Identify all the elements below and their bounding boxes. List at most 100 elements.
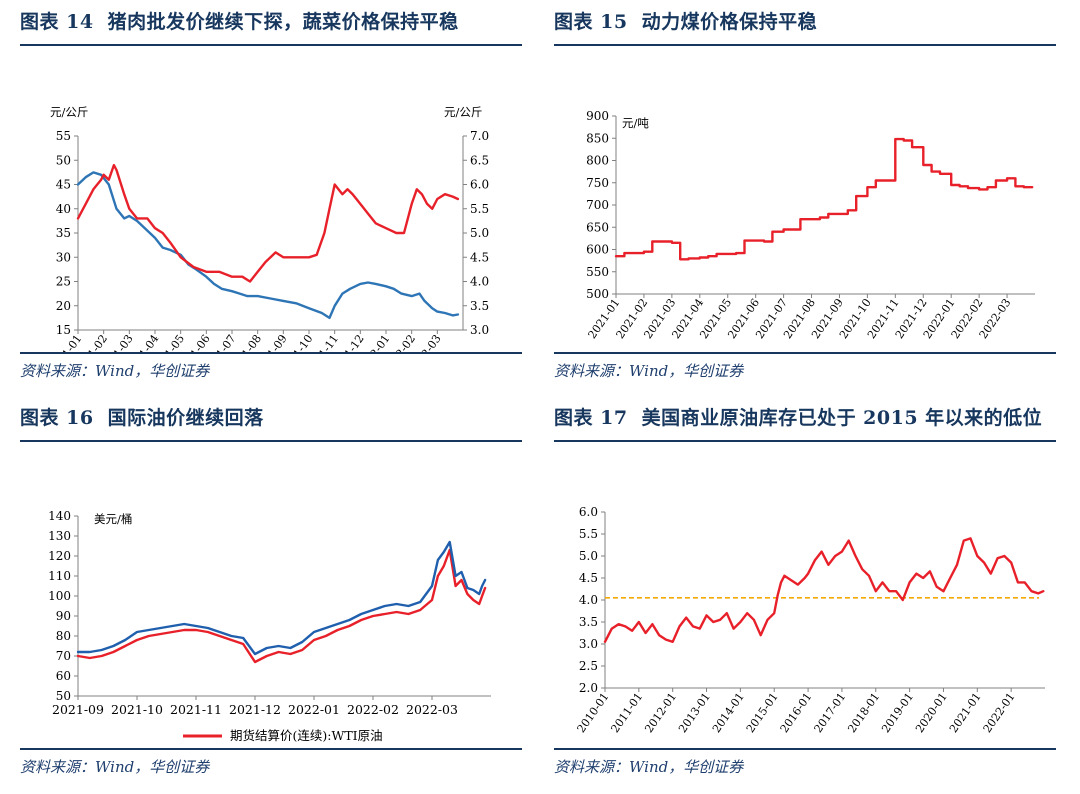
y-tick-label: 25 [56,275,71,289]
x-tick-label: 2010-01 [575,690,612,735]
y-tick-label: 20 [56,299,71,313]
legend-label: 期货结算价(连续):WTI原油 [230,728,383,743]
figure-label: 图表 16 [20,407,94,429]
y-tick-label: 500 [586,287,609,301]
x-tick-label: 2021-11 [170,702,222,717]
y-tick-label: 4.0 [579,593,598,607]
x-tick-label: 2013-01 [676,690,713,735]
y-tick-label: 550 [586,265,609,279]
panel-title: 图表 15 动力煤价格保持平稳 [554,0,1056,46]
y-tick-label: 50 [56,689,71,703]
x-tick-label: 2021-12 [229,702,281,717]
y-tick-label: 110 [48,569,71,583]
series-line-2 [76,163,460,283]
y-tick-label: 30 [56,250,71,264]
y-tick-label: 5.5 [579,527,598,541]
x-tick-label: 2021-09 [52,702,104,717]
y-axis-unit: 元/公斤 [50,105,88,119]
x-tick-label: 22-01 [364,332,393,352]
figure-title: 动力煤价格保持平稳 [641,11,818,33]
panel-title: 图表 16 国际油价继续回落 [20,396,522,442]
y-tick-label-right: 6.0 [470,178,489,192]
chart-area: 50 60 70 80 90 100 110 120 130 140 美元/桶 2021-09 2021… [20,442,522,748]
series-line-1 [76,548,487,664]
y-tick-label: 100 [48,589,71,603]
x-tick-label: 2019-01 [879,690,916,735]
y-tick-label: 750 [586,176,609,190]
x-tick-label: 21-05 [158,332,187,352]
x-tick-label: 21-06 [184,332,213,352]
y-tick-label: 800 [586,154,609,168]
y-tick-label: 35 [56,226,71,240]
y-axis-unit: 美元/桶 [94,512,132,526]
y-tick-label: 90 [56,609,71,623]
x-tick-label: 2015-01 [744,690,781,735]
series-line-1 [614,137,1034,261]
chart-area: 500 550 600 650 700 750 800 850 900 元/吨 2021-01 202… [554,46,1056,352]
series-line-1 [603,537,1045,643]
y-tick-label: 650 [586,220,609,234]
x-tick-label: 21-11 [312,332,341,352]
panel-title: 图表 14 猪肉批发价继续下探，蔬菜价格保持平稳 [20,0,522,46]
x-tick-label: 22-02 [389,332,418,352]
source-note: 资料来源：Wind，华创证券 [554,352,1056,390]
y-tick-label-right: 5.5 [470,202,489,216]
y-tick-label: 50 [56,153,71,167]
x-tick-label: 2021-10 [111,702,163,717]
x-tick-label: 2020-01 [913,690,950,735]
x-tick-label: 2016-01 [778,690,815,735]
y-tick-label-right: 3.5 [470,299,489,313]
y-tick-label: 45 [56,178,71,192]
source-note: 资料来源：Wind，华创证券 [20,352,522,390]
y-tick-label: 140 [48,509,71,523]
x-tick-label: 2011-01 [608,690,645,735]
y-tick-label: 900 [586,109,609,123]
x-tick-label: 2017-01 [812,690,849,735]
chart-area: 2.0 2.5 3.0 3.5 4.0 4.5 5.0 5.5 6.0 2010-01 2011-0… [554,442,1056,748]
crude-oil-price-chart: 50 60 70 80 90 100 110 120 130 140 美元/桶 2021-09 2021… [48,509,491,743]
x-tick-label: 2022-03 [406,702,458,717]
figure-label: 图表 14 [20,11,94,33]
x-tick-label: 2022-02 [347,702,399,717]
x-tick-label: 21-12 [338,332,367,352]
chart-panel-17: 图表 17 美国商业原油库存已处于 2015 年以来的低位 2.0 2.5 3.0 3.… [554,396,1056,786]
y-tick-label: 15 [56,323,71,337]
x-tick-label: 21-02 [81,332,110,352]
y-axis-unit: 元/吨 [622,116,649,130]
figure-title: 国际油价继续回落 [107,407,264,429]
y-tick-label: 2.0 [579,681,598,695]
x-tick-label: 2022-01 [288,702,340,717]
y-tick-label: 130 [48,529,71,543]
y-tick-label-right: 4.5 [470,250,489,264]
x-tick-label: 21-04 [133,332,162,352]
y-axis-unit-right: 元/公斤 [444,105,482,119]
series-line-1 [76,171,460,320]
source-note: 资料来源：Wind，华创证券 [554,748,1056,786]
y-tick-label: 60 [56,669,71,683]
us-crude-inventory-chart: 2.0 2.5 3.0 3.5 4.0 4.5 5.0 5.5 6.0 2010-012011-0… [575,505,1045,735]
y-tick-label: 55 [56,129,71,143]
x-tick-label: 2018-01 [845,690,882,735]
x-tick-label: 2012-01 [642,690,679,735]
y-tick-label-right: 4.0 [470,275,489,289]
y-tick-label: 850 [586,131,609,145]
y-tick-label: 80 [56,629,71,643]
y-tick-label-right: 3.0 [470,323,489,337]
y-tick-label: 6.0 [579,505,598,519]
figure-title: 美国商业原油库存已处于 2015 年以来的低位 [641,407,1043,429]
y-tick-label-right: 6.5 [470,153,489,167]
y-tick-label: 600 [586,243,609,257]
x-tick-label: 2021-01 [947,690,984,735]
y-tick-label: 40 [56,202,71,216]
x-tick-label: 21-08 [235,332,264,352]
x-tick-label: 21-09 [261,332,290,352]
chart-panel-14: 图表 14 猪肉批发价继续下探，蔬菜价格保持平稳 15 20 25 30 35 40 45 50… [20,0,522,390]
y-tick-label: 700 [586,198,609,212]
y-tick-label: 3.5 [579,615,598,629]
y-tick-label: 4.5 [579,571,598,585]
y-tick-label: 2.5 [579,659,598,673]
y-tick-label-right: 7.0 [470,129,489,143]
chart-area: 15 20 25 30 35 40 45 50 55 3.0 3.5 4.0 4.5 5.0 5.5 6.0 6… [20,46,522,352]
y-tick-label: 70 [56,649,71,663]
